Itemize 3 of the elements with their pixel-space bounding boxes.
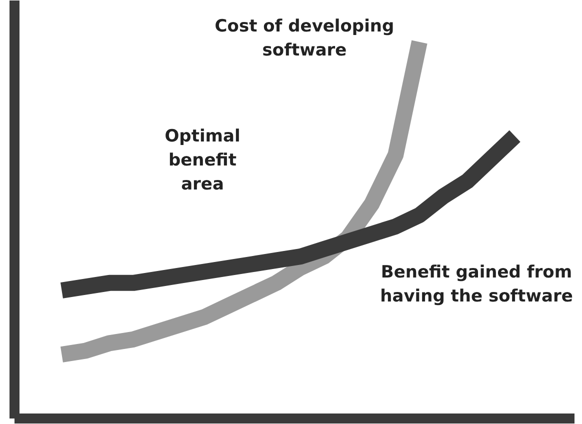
annotation: Optimal benefit area: [164, 126, 240, 194]
annotation: Benefit gained from having the software: [380, 262, 573, 306]
annotation: Cost of developing software: [214, 16, 394, 60]
